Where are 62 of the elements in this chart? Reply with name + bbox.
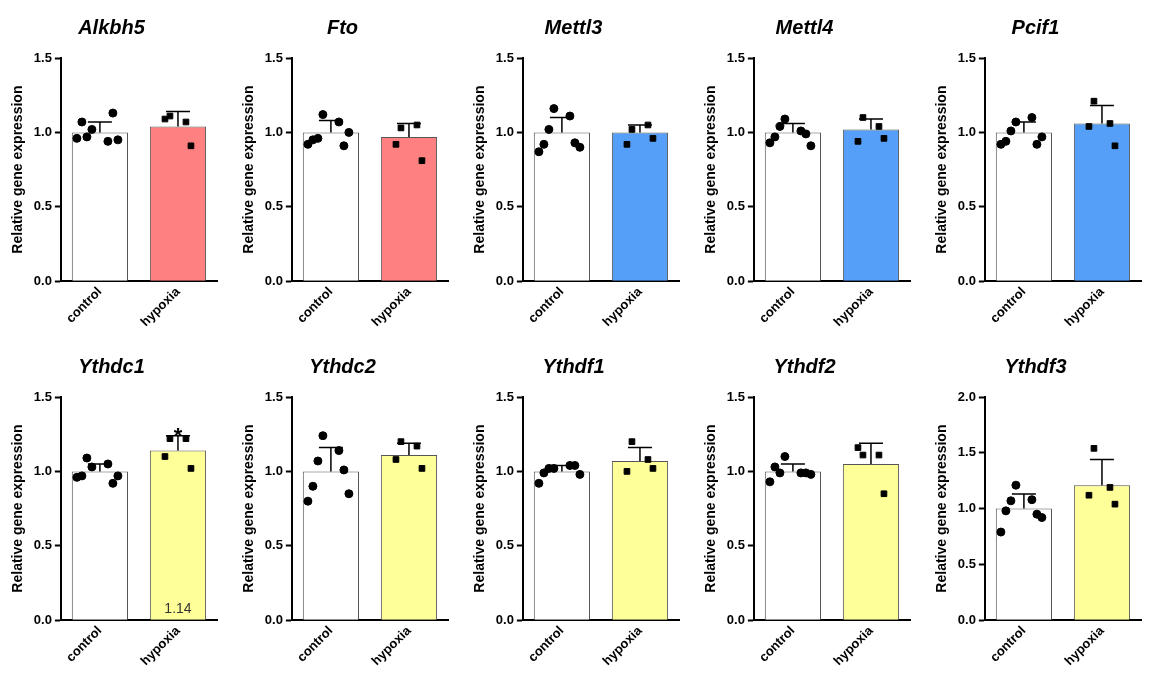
y-tick-label: 1.5 — [264, 388, 283, 404]
y-tick-label: 0.5 — [495, 198, 514, 214]
y-axis-title: Relative gene expression — [471, 424, 488, 593]
y-tick-label: 1.0 — [33, 123, 52, 139]
data-label: 1.14 — [164, 600, 192, 617]
y-tick-label: 1.0 — [726, 462, 745, 478]
y-tick-label: 0.5 — [33, 537, 52, 553]
y-axis-title: Relative gene expression — [933, 424, 950, 593]
y-tick-label: 0.0 — [726, 611, 745, 627]
y-tick-label: 0.5 — [495, 537, 514, 553]
y-tick-label: 1.5 — [957, 444, 976, 460]
y-axis-title: Relative gene expression — [702, 424, 719, 593]
y-axis-title: Relative gene expression — [702, 85, 719, 254]
y-axis-title: Relative gene expression — [240, 85, 257, 254]
y-tick-label: 0.0 — [726, 272, 745, 288]
y-tick-label: 1.5 — [957, 49, 976, 65]
chart-title: Ythdc2 — [309, 354, 376, 377]
y-tick-label: 1.0 — [495, 462, 514, 478]
chart-title: Fto — [326, 15, 359, 38]
chart-title: Pcif1 — [1011, 15, 1060, 38]
y-tick-label: 0.0 — [264, 611, 283, 627]
y-axis-title: Relative gene expression — [933, 85, 950, 254]
y-axis-title: Relative gene expression — [471, 85, 488, 254]
chart-title: Mettl4 — [775, 15, 834, 38]
y-tick-label: 1.5 — [726, 49, 745, 65]
y-tick-label: 0.0 — [33, 272, 52, 288]
y-axis-title: Relative gene expression — [9, 424, 26, 593]
chart-title: Ythdf1 — [542, 354, 605, 377]
y-tick-label: 2.0 — [957, 388, 976, 404]
y-tick-label: 0.5 — [264, 198, 283, 214]
y-tick-label: 0.5 — [957, 556, 976, 571]
y-tick-label: 1.0 — [957, 123, 976, 139]
y-tick-label: 1.5 — [495, 388, 514, 404]
chart-title: Ythdf3 — [1004, 354, 1067, 377]
y-tick-label: 0.0 — [957, 611, 976, 627]
y-tick-label: 0.0 — [264, 272, 283, 288]
y-tick-label: 1.5 — [726, 388, 745, 404]
y-tick-label: 0.5 — [726, 198, 745, 214]
y-tick-label: 1.0 — [495, 123, 514, 139]
chart-title: Ythdf2 — [773, 354, 836, 377]
y-tick-label: 1.5 — [33, 49, 52, 65]
y-tick-label: 1.0 — [33, 462, 52, 478]
y-tick-label: 0.0 — [33, 611, 52, 627]
y-tick-label: 0.5 — [264, 537, 283, 553]
y-tick-label: 1.0 — [264, 462, 283, 478]
y-tick-label: 0.0 — [495, 611, 514, 627]
y-tick-label: 1.5 — [33, 388, 52, 404]
y-tick-label: 0.0 — [495, 272, 514, 288]
y-tick-label: 1.0 — [264, 123, 283, 139]
y-axis-title: Relative gene expression — [9, 85, 26, 254]
chart-title: Alkbh5 — [77, 15, 146, 38]
y-axis-title: Relative gene expression — [240, 424, 257, 593]
y-tick-label: 1.0 — [726, 123, 745, 139]
y-tick-label: 0.5 — [957, 198, 976, 214]
y-tick-label: 1.5 — [495, 49, 514, 65]
y-tick-label: 1.0 — [957, 500, 976, 516]
y-tick-label: 0.5 — [33, 198, 52, 214]
y-tick-label: 1.5 — [264, 49, 283, 65]
chart-title: Mettl3 — [544, 15, 603, 38]
chart-title: Ythdc1 — [78, 354, 145, 377]
y-tick-label: 0.5 — [726, 537, 745, 553]
y-tick-label: 0.0 — [957, 272, 976, 288]
